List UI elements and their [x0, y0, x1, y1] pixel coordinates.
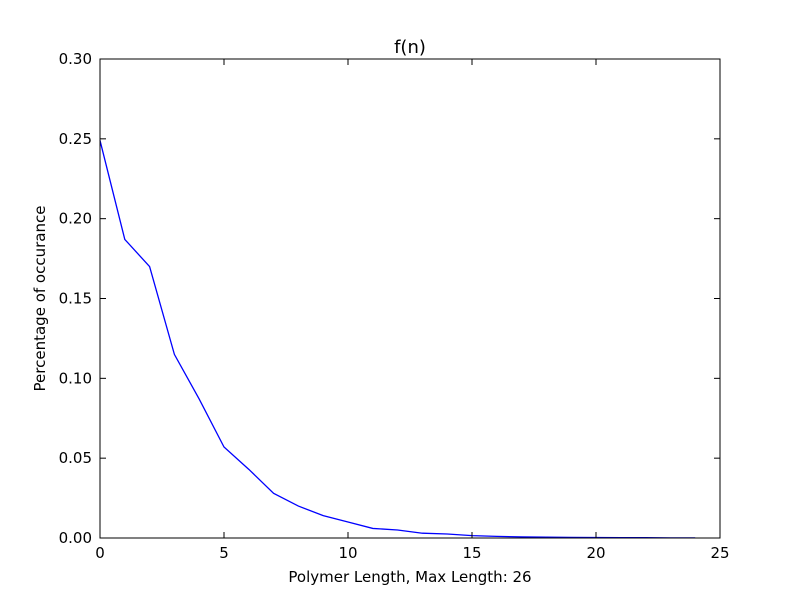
y-tick-label: 0.30	[59, 50, 92, 68]
x-axis-label: Polymer Length, Max Length: 26	[288, 568, 531, 586]
plot-area	[100, 59, 720, 538]
y-tick-label: 0.05	[59, 449, 92, 467]
x-tick-label: 0	[95, 544, 105, 562]
y-tick-label: 0.20	[59, 210, 92, 228]
y-axis-label: Percentage of occurance	[31, 206, 49, 392]
x-tick-label: 10	[338, 544, 357, 562]
chart-title: f(n)	[394, 37, 426, 58]
y-axis: 0.00 0.05 0.10 0.15 0.20 0.25 0.30	[59, 50, 720, 547]
x-tick-label: 25	[710, 544, 729, 562]
x-axis: 0 5 10 15 20 25	[95, 59, 730, 562]
x-tick-label: 5	[219, 544, 229, 562]
y-tick-label: 0.10	[59, 369, 92, 387]
y-tick-label: 0.25	[59, 130, 92, 148]
x-tick-label: 20	[586, 544, 605, 562]
x-tick-label: 15	[462, 544, 481, 562]
y-tick-label: 0.00	[59, 529, 92, 547]
y-tick-label: 0.15	[59, 290, 92, 308]
